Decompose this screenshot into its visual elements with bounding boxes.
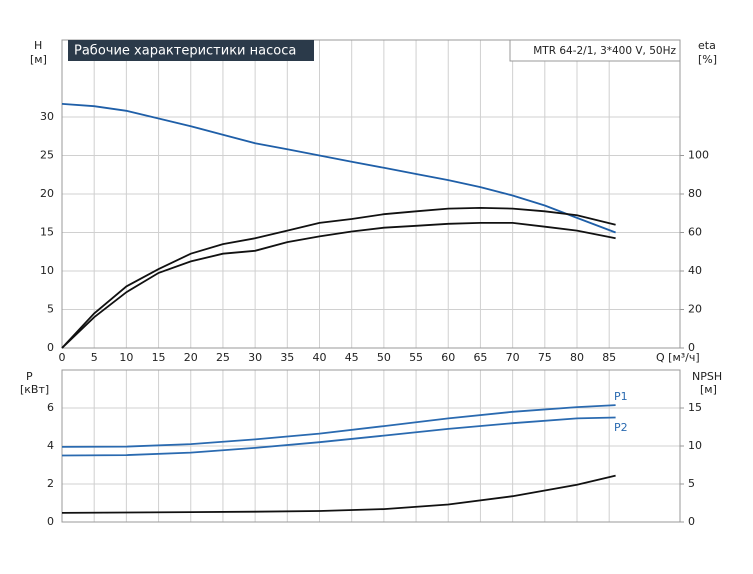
x-label: Q [м³/ч] (656, 351, 700, 364)
y2-tick-label: 40 (688, 264, 702, 277)
curve (61, 206, 616, 349)
curve (61, 474, 616, 514)
y-label: P (26, 370, 33, 383)
y-tick-label: 10 (40, 264, 54, 277)
y2-tick-label: 80 (688, 187, 702, 200)
x-tick-label: 70 (506, 351, 520, 364)
y-tick-label: 2 (47, 477, 54, 490)
x-tick-label: 75 (538, 351, 552, 364)
y-tick-label: 0 (47, 515, 54, 528)
x-tick-label: 65 (473, 351, 487, 364)
y-tick-label: 6 (47, 401, 54, 414)
x-tick-label: 30 (248, 351, 262, 364)
y2-tick-label: 10 (688, 439, 702, 452)
curve (61, 404, 616, 448)
y2-tick-label: 60 (688, 226, 702, 239)
y2-tick-label: 100 (688, 149, 709, 162)
x-tick-label: 40 (313, 351, 327, 364)
y2-unit: [%] (698, 53, 717, 66)
x-tick-label: 25 (216, 351, 230, 364)
curve (61, 222, 616, 349)
y-tick-label: 30 (40, 110, 54, 123)
y-tick-label: 0 (47, 341, 54, 354)
y-unit: [м] (30, 53, 47, 66)
title-box (68, 40, 314, 61)
y2-tick-label: 15 (688, 401, 702, 414)
x-tick-label: 60 (441, 351, 455, 364)
y-tick-label: 5 (47, 303, 54, 316)
x-tick-label: 85 (602, 351, 616, 364)
plot-frame (61, 39, 681, 349)
x-tick-label: 20 (184, 351, 198, 364)
y-tick-label: 15 (40, 226, 54, 239)
y-tick-label: 20 (40, 187, 54, 200)
curve (61, 416, 616, 457)
y2-label: NPSH (692, 370, 722, 383)
x-tick-label: 80 (570, 351, 584, 364)
x-tick-label: 10 (119, 351, 133, 364)
x-tick-label: 50 (377, 351, 391, 364)
x-tick-label: 5 (91, 351, 98, 364)
annotation-box (509, 39, 681, 62)
y-tick-label: 4 (47, 439, 54, 452)
x-tick-label: 35 (280, 351, 294, 364)
y2-tick-label: 0 (688, 515, 695, 528)
curve (61, 103, 616, 234)
x-tick-label: 45 (345, 351, 359, 364)
annotation: MTR 64-2/1, 3*400 V, 50Hz (533, 45, 676, 57)
y-tick-label: 25 (40, 149, 54, 162)
y-unit: [кВт] (20, 383, 49, 396)
y2-tick-label: 0 (688, 341, 695, 354)
chart-title: Рабочие характеристики насоса (74, 44, 296, 59)
y2-tick-label: 5 (688, 477, 695, 490)
series-label: P1 (614, 390, 628, 403)
y2-label: eta (698, 39, 716, 52)
x-tick-label: 55 (409, 351, 423, 364)
y2-tick-label: 20 (688, 303, 702, 316)
y2-unit: [м] (700, 383, 717, 396)
series-label: P2 (614, 421, 628, 434)
x-tick-label: 0 (59, 351, 66, 364)
y-label: H (34, 39, 42, 52)
x-tick-label: 15 (152, 351, 166, 364)
